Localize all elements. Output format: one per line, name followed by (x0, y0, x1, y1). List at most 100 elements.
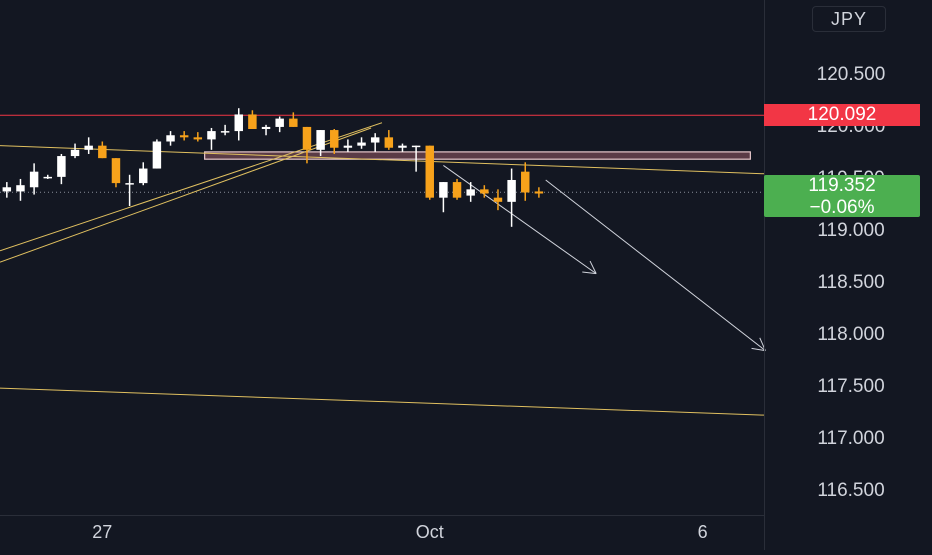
candle-body (534, 191, 544, 194)
last-price-value: 119.352 (808, 175, 876, 196)
time-axis: 27 Oct 6 (92, 522, 707, 542)
candle-body (370, 137, 380, 143)
currency-label[interactable]: JPY (812, 6, 886, 32)
price-axis: 121.000120.500120.000119.500119.000118.5… (0, 0, 885, 550)
time-tick-label: Oct (416, 522, 444, 542)
candle-body (302, 126, 312, 150)
candle (466, 182, 475, 202)
candle (302, 126, 312, 164)
candle (330, 129, 339, 154)
candle (234, 108, 243, 141)
price-tick-label: 117.000 (817, 428, 884, 449)
candle-body (70, 149, 80, 157)
candle-body (398, 145, 407, 148)
last-price-tag: 119.352 −0.06% (764, 175, 920, 218)
candle-body (261, 126, 271, 130)
zone-layer (204, 151, 751, 160)
candle-body (411, 145, 421, 148)
price-tick-label: 117.500 (817, 376, 884, 397)
candle-body (179, 135, 189, 138)
candle-body (507, 179, 516, 202)
candle (261, 124, 271, 136)
candle-body (466, 189, 475, 196)
candle-body (2, 187, 12, 192)
candle (43, 174, 52, 179)
candle-body (275, 118, 284, 127)
candle (152, 139, 162, 169)
candle-body (521, 171, 530, 193)
candle (248, 110, 257, 130)
candle-body (234, 114, 243, 132)
candle (193, 132, 203, 142)
candle (493, 189, 503, 211)
candle-body (248, 114, 257, 130)
candle-body (316, 130, 325, 150)
candle (16, 178, 25, 201)
candle (357, 137, 366, 149)
candle (411, 145, 421, 172)
candle-body (111, 158, 121, 184)
trendline (0, 387, 765, 416)
candle (289, 112, 298, 127)
candle-body (357, 142, 366, 146)
candle (207, 127, 216, 150)
candle (507, 168, 516, 227)
candle-body (330, 130, 339, 148)
candle (439, 182, 448, 213)
candle (98, 141, 107, 159)
candle-body (84, 145, 93, 150)
candle-body (493, 197, 503, 202)
trendline (0, 145, 765, 175)
candle-body (384, 137, 394, 148)
candle-body (343, 145, 353, 148)
candle-body (57, 156, 66, 177)
candle (316, 130, 325, 157)
candle (425, 145, 434, 200)
candle (370, 133, 380, 152)
candle-body (125, 183, 134, 185)
forecast-arrow (443, 165, 597, 275)
candle (384, 130, 394, 150)
resistance-price-tag: 120.092 (764, 104, 920, 126)
candle-body (193, 137, 203, 140)
time-tick-label: 27 (92, 522, 112, 542)
price-tick-label: 118.000 (817, 324, 884, 345)
candle-body (452, 182, 462, 198)
candle-body (29, 171, 39, 188)
candle (452, 178, 462, 200)
candle (220, 124, 230, 136)
price-change-value: −0.06% (809, 197, 875, 218)
candle-body (152, 141, 162, 169)
candle (84, 137, 93, 154)
price-tick-label: 119.000 (817, 220, 884, 241)
candle-body (98, 145, 107, 159)
candle (398, 143, 407, 152)
candle (57, 153, 66, 185)
candle (70, 143, 80, 159)
drawing-layer (0, 114, 766, 416)
candle (480, 185, 489, 198)
price-tick-label: 118.500 (817, 272, 884, 293)
forecast-arrow (545, 179, 766, 352)
candle (166, 131, 175, 146)
resistance-zone (204, 151, 751, 160)
price-tick-label: 116.500 (817, 480, 884, 501)
candle (343, 139, 353, 152)
candle-body (43, 176, 52, 179)
candle-body (139, 168, 148, 184)
trendline (0, 127, 372, 263)
arrow-head (582, 271, 597, 275)
candle-body (16, 185, 25, 192)
candle (2, 182, 12, 198)
candle (111, 158, 121, 188)
arrow-head (589, 260, 597, 274)
candle (275, 116, 284, 133)
candle-body (207, 131, 216, 140)
candle-body (425, 145, 434, 198)
candle-body (480, 189, 489, 194)
candle-body (289, 118, 298, 127)
candle (125, 174, 134, 206)
candle (139, 162, 148, 186)
